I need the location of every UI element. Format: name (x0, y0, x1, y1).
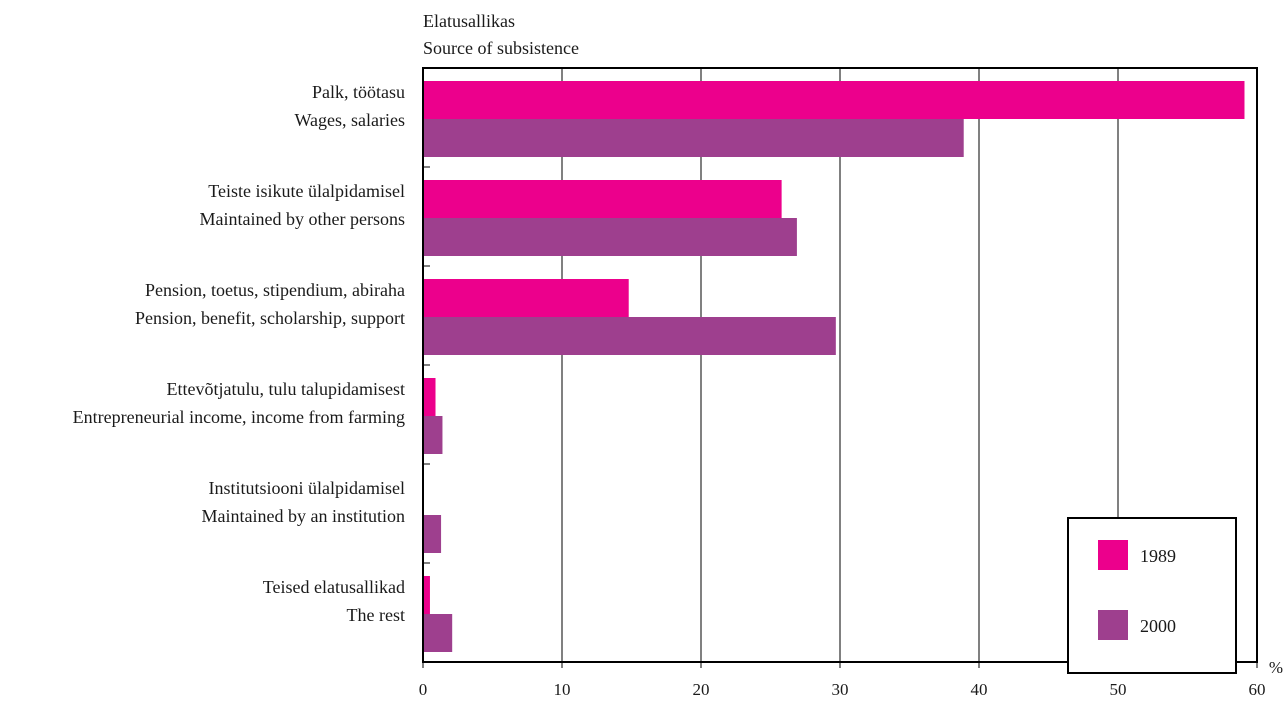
bar-2000-0 (423, 119, 964, 157)
legend: 1989 2000 (1067, 517, 1237, 674)
bars (423, 81, 1245, 652)
category-axis-title-line2: Source of subsistence (423, 38, 579, 58)
category-label-5-line2: The rest (347, 605, 405, 625)
plot-frame (422, 67, 1258, 663)
category-label-5-line1: Teised elatusallikad (263, 577, 405, 597)
category-label-1-line1: Teiste isikute ülalpidamisel (208, 181, 405, 201)
x-tick-label-0: 0 (419, 680, 428, 699)
bar-2000-1 (423, 218, 797, 256)
category-label-4-line1: Institutsiooni ülalpidamisel (209, 478, 406, 498)
bar-1989-1 (423, 180, 782, 218)
x-tick-label-10: 10 (554, 680, 571, 699)
x-tick-label-30: 30 (832, 680, 849, 699)
category-axis-title-line1: Elatusallikas (423, 11, 515, 31)
category-label-0-line2: Wages, salaries (294, 110, 405, 130)
bar-2000-4 (423, 515, 442, 553)
category-label-4-line2: Maintained by an institution (202, 506, 405, 526)
category-label-2-line2: Pension, benefit, scholarship, support (135, 308, 405, 328)
bar-1989-0 (423, 81, 1245, 119)
x-tick-label-20: 20 (693, 680, 710, 699)
gridlines (561, 68, 1119, 662)
x-tick-label-40: 40 (971, 680, 988, 699)
x-tick-label-50: 50 (1110, 680, 1127, 699)
bar-1989-3 (423, 378, 436, 416)
category-labels: Palk, töötasu Wages, salaries Teiste isiku… (73, 82, 430, 625)
legend-label-2000: 2000 (1140, 616, 1176, 636)
x-axis-ticks: 0 10 20 30 40 50 60 (419, 662, 1266, 699)
legend-box (1067, 517, 1237, 674)
legend-swatch-1989 (1098, 540, 1128, 570)
bar-2000-3 (423, 416, 443, 454)
category-label-3-line1: Ettevõtjatulu, tulu talupidamisest (167, 379, 405, 399)
category-label-2-line1: Pension, toetus, stipendium, abiraha (145, 280, 405, 300)
category-label-3-line2: Entrepreneurial income, income from farm… (73, 407, 405, 427)
legend-label-1989: 1989 (1140, 546, 1176, 566)
bar-1989-5 (423, 576, 430, 614)
bar-2000-5 (423, 614, 453, 652)
bar-2000-2 (423, 317, 836, 355)
x-axis-unit-label: % (1269, 658, 1283, 677)
bar-1989-2 (423, 279, 629, 317)
category-label-1-line2: Maintained by other persons (200, 209, 405, 229)
x-tick-label-60: 60 (1249, 680, 1266, 699)
legend-swatch-2000 (1098, 610, 1128, 640)
category-label-0-line1: Palk, töötasu (312, 82, 405, 102)
